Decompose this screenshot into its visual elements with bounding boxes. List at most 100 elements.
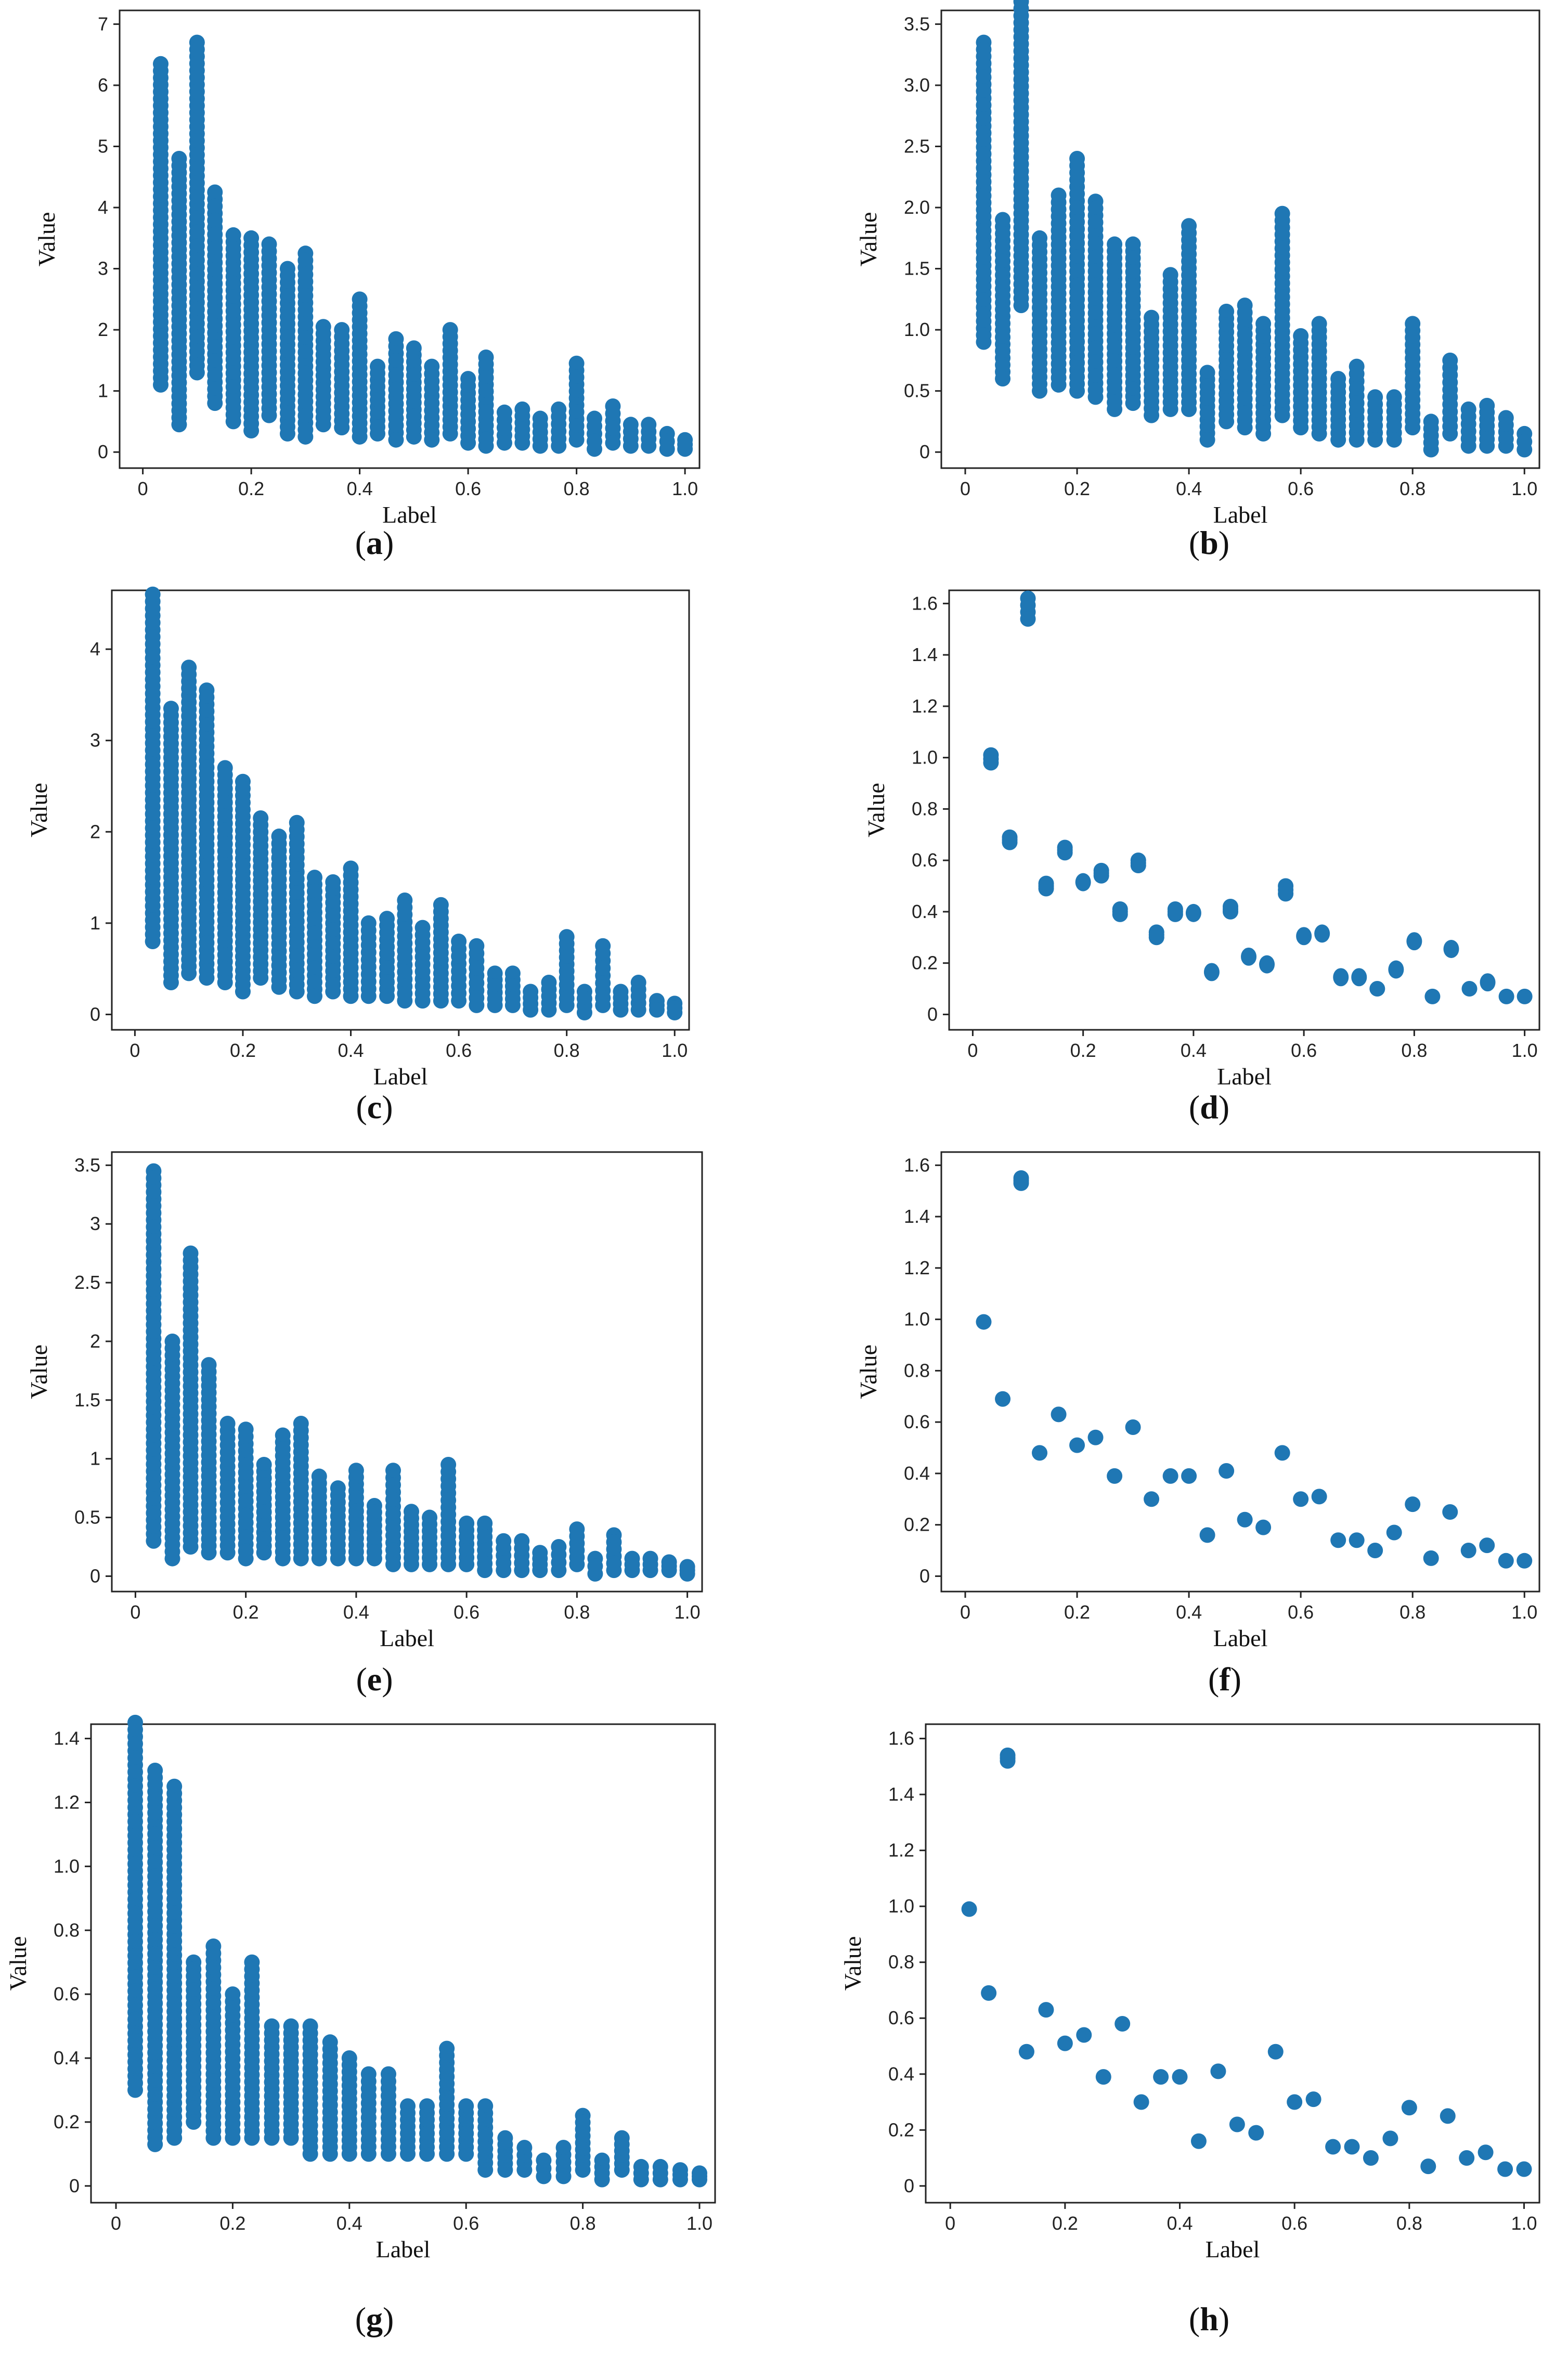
data-point	[244, 2130, 260, 2146]
data-point	[1167, 906, 1183, 922]
data-point	[1203, 963, 1220, 981]
data-point	[379, 988, 395, 1004]
data-point	[649, 1002, 665, 1018]
data-point	[1093, 868, 1109, 884]
x-axis-label: Label	[380, 1625, 434, 1651]
panel-caption: (a)	[355, 524, 394, 561]
y-tick-label: 1.0	[912, 747, 938, 768]
data-point	[275, 1550, 291, 1567]
data-point	[541, 1002, 557, 1018]
data-point	[1038, 2002, 1054, 2018]
data-point	[1369, 981, 1385, 997]
data-point	[225, 2130, 241, 2146]
x-tick-label: 0	[130, 1601, 140, 1623]
data-point	[1442, 1504, 1458, 1520]
data-point	[264, 2130, 280, 2146]
scatter-points	[961, 1747, 1532, 2177]
data-point	[1516, 2161, 1532, 2177]
y-tick-label: 0	[90, 1003, 100, 1025]
data-point	[981, 1985, 997, 2001]
y-axis-label: Value	[863, 783, 889, 837]
y-tick-label: 1.4	[904, 1206, 930, 1227]
y-tick-label: 5	[98, 135, 108, 157]
data-point	[1255, 425, 1272, 442]
data-point	[341, 2146, 357, 2162]
data-point	[1018, 2044, 1034, 2060]
panel-caption: (g)	[355, 2300, 394, 2337]
data-point	[1517, 988, 1533, 1004]
data-point	[1032, 1445, 1048, 1461]
data-point	[659, 441, 675, 457]
data-point	[1423, 442, 1439, 458]
panel-caption: (e)	[356, 1661, 393, 1698]
data-point	[1051, 377, 1067, 393]
panel-caption: (b)	[1189, 524, 1229, 561]
x-axis-label: Label	[1217, 1063, 1272, 1090]
data-point	[451, 993, 467, 1009]
panel-c: 0 0.2 0.4 0.6 0.8 1.0 0 1 2 3 4 Label Value (c)	[25, 586, 690, 1126]
scatter-points	[976, 1170, 1533, 1569]
y-tick-label: 1.5	[74, 1389, 100, 1411]
data-point	[1388, 960, 1404, 979]
data-point	[1248, 2125, 1264, 2141]
data-point	[1423, 1550, 1439, 1566]
data-point	[487, 997, 503, 1013]
data-point	[322, 2146, 338, 2162]
data-point	[293, 1550, 309, 1567]
y-axis-label: Value	[25, 1344, 52, 1399]
data-point	[400, 2146, 416, 2162]
y-tick-label: 3.5	[74, 1154, 100, 1175]
data-point	[1333, 968, 1349, 987]
data-point	[504, 997, 521, 1013]
y-tick-label: 0.4	[888, 2063, 914, 2085]
x-tick-label: 1.0	[1511, 2213, 1537, 2234]
plot-frame	[925, 1723, 1540, 2204]
y-tick-label: 0.6	[54, 1983, 80, 2005]
data-point	[641, 438, 657, 454]
x-tick-label: 0.2	[233, 1601, 259, 1623]
x-tick-label: 0	[138, 478, 148, 499]
data-point	[1051, 1406, 1067, 1423]
x-tick-label: 0.8	[564, 478, 590, 499]
plot-frame	[940, 9, 1540, 469]
y-tick-label: 3	[98, 258, 108, 279]
data-point	[1349, 1532, 1365, 1548]
data-point	[205, 2130, 222, 2146]
data-point	[576, 1004, 592, 1020]
data-point	[163, 974, 179, 990]
x-tick-label: 0	[960, 1601, 970, 1623]
data-point	[1344, 2139, 1360, 2155]
y-axis-label: Value	[839, 1936, 866, 1991]
data-point	[496, 1562, 512, 1579]
y-tick-label: 3	[90, 730, 100, 751]
x-tick-label: 0.6	[446, 1040, 472, 1061]
x-tick-label: 0.2	[238, 478, 264, 499]
y-axis-label: Value	[25, 783, 52, 837]
panel-caption: (h)	[1189, 2300, 1229, 2337]
data-point	[1237, 420, 1253, 436]
scatter-points	[145, 586, 683, 1020]
x-tick-label: 0.2	[219, 2213, 245, 2234]
y-tick-label: 7	[98, 13, 108, 34]
data-point	[127, 2082, 144, 2098]
data-point	[1013, 1175, 1029, 1191]
data-point	[976, 334, 992, 350]
data-point	[1497, 2161, 1513, 2177]
data-point	[1076, 2027, 1092, 2043]
data-point	[243, 423, 260, 439]
data-point	[217, 974, 233, 990]
y-tick-label: 1.0	[888, 1895, 914, 1917]
data-point	[1314, 924, 1330, 943]
x-tick-label: 0.2	[230, 1040, 256, 1061]
data-point	[672, 2171, 688, 2188]
y-tick-label: 0.6	[904, 1411, 930, 1432]
data-point	[1479, 438, 1495, 454]
panel-g: 0 0.2 0.4 0.6 0.8 1.0 0 0.2 0.4 0.6 0.8 1.0 1.2 1.4 La…	[5, 1714, 716, 2337]
data-point	[614, 2162, 630, 2178]
data-point	[1443, 940, 1459, 958]
data-point	[1087, 389, 1104, 405]
data-point	[514, 1562, 530, 1579]
data-point	[256, 1545, 272, 1561]
data-point	[1382, 2130, 1398, 2147]
